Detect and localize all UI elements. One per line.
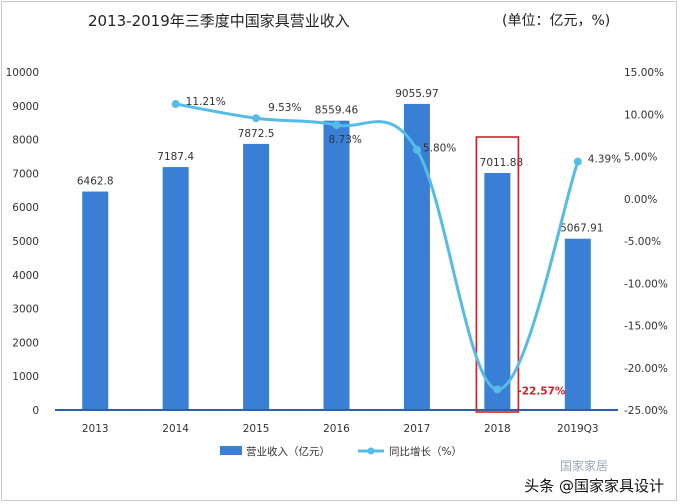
bar-2016	[323, 120, 350, 411]
y-right-tick-label: 10.00%	[624, 109, 664, 121]
growth-value-label: 9.53%	[268, 102, 301, 114]
growth-line	[175, 102, 580, 391]
y-right-tick-label: -20.00%	[624, 363, 668, 375]
bar-2017	[403, 103, 430, 411]
bar-value-label: 5067.91	[560, 223, 603, 235]
legend-line-marker	[367, 447, 375, 455]
legend-bar-label: 营业收入（亿元）	[246, 445, 330, 458]
bar-2015	[243, 143, 270, 411]
bar-value-label: 7011.88	[480, 157, 523, 169]
growth-value-label: 11.21%	[186, 96, 226, 108]
y-left-tick-label: 4000	[12, 270, 39, 282]
growth-point-2017	[412, 145, 421, 154]
bar-2013	[82, 191, 109, 410]
y-right-tick-label: 5.00%	[624, 152, 657, 164]
y-right-tick-label: -5.00%	[624, 236, 661, 248]
bar-2018	[484, 172, 511, 410]
growth-value-label: 8.73%	[329, 134, 362, 146]
x-tick-label: 2017	[404, 423, 431, 435]
growth-point-2014	[171, 100, 180, 109]
legend-line-label: 同比增长（%）	[389, 445, 462, 458]
bar-value-label: 7187.4	[157, 151, 194, 163]
y-left-tick-label: 1000	[12, 371, 39, 383]
y-left-tick-label: 6000	[12, 202, 39, 214]
growth-value-label: -22.57%	[517, 385, 566, 397]
watermark-text: 头条 @国家家具设计	[524, 477, 664, 495]
y-right-tick-label: -25.00%	[624, 405, 668, 417]
y-right-tick-label: -15.00%	[624, 321, 668, 333]
highlight-box-2018	[475, 136, 520, 413]
x-tick-label: 2014	[162, 423, 189, 435]
bar-2019Q3	[564, 238, 591, 410]
x-tick-label: 2015	[243, 423, 270, 435]
growth-point-2015	[252, 114, 261, 123]
x-tick-label: 2013	[82, 423, 109, 435]
watermark-faint-text: 国家家居	[559, 459, 608, 473]
growth-point-2018	[493, 385, 502, 394]
bar-value-label: 7872.5	[238, 128, 275, 140]
y-right-tick-label: -10.00%	[624, 278, 668, 290]
y-left-tick-label: 9000	[12, 101, 39, 113]
legend-bar-swatch	[220, 446, 242, 455]
y-left-tick-label: 10000	[6, 67, 39, 79]
chart-title: 2013-2019年三季度中国家具营业收入	[88, 12, 350, 30]
y-right-tick-label: 15.00%	[624, 67, 664, 79]
bar-value-label: 8559.46	[315, 105, 359, 117]
growth-point-2019Q3	[573, 157, 582, 166]
bar-value-label: 6462.8	[77, 176, 114, 188]
bar-value-label: 9055.97	[395, 88, 438, 100]
y-left-tick-label: 2000	[12, 337, 39, 349]
x-tick-label: 2019Q3	[557, 423, 599, 435]
y-left-tick-label: 3000	[12, 304, 39, 316]
y-left-tick-label: 5000	[12, 236, 39, 248]
unit-note: (单位：亿元，%)	[502, 13, 611, 29]
bar-2014	[162, 167, 189, 410]
y-left-tick-label: 7000	[12, 168, 39, 180]
growth-value-label: 5.80%	[423, 143, 456, 155]
growth-value-label: 4.39%	[588, 154, 621, 166]
y-left-tick-label: 0	[32, 405, 39, 417]
x-tick-label: 2016	[323, 423, 350, 435]
y-right-tick-label: 0.00%	[624, 194, 657, 206]
x-tick-label: 2018	[484, 423, 511, 435]
y-left-tick-label: 8000	[12, 135, 39, 147]
growth-point-2016	[332, 120, 341, 129]
